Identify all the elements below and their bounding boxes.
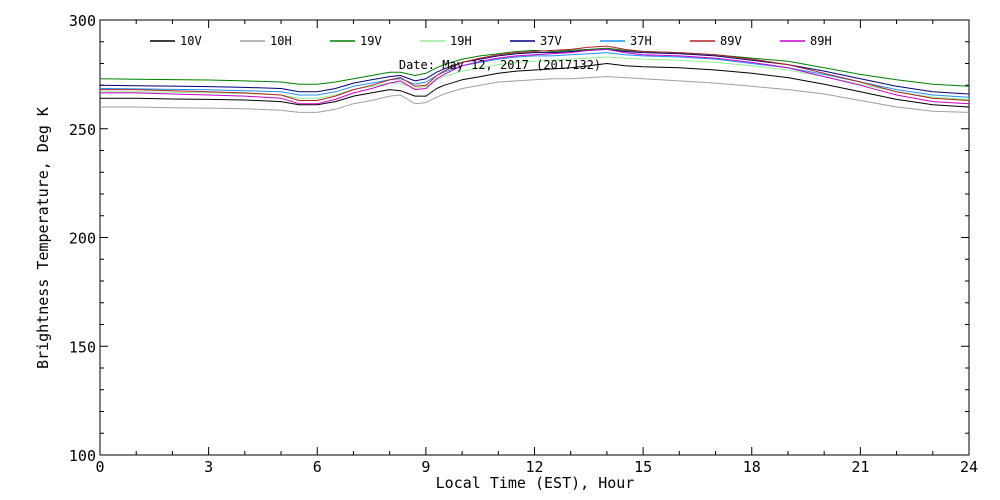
x-tick-label: 15 — [634, 458, 652, 476]
series-line-19v — [99, 47, 970, 87]
x-tick-label: 0 — [95, 458, 104, 476]
plot-frame — [99, 19, 970, 456]
x-tick-label: 21 — [851, 458, 869, 476]
legend-label-89v: 89V — [720, 34, 742, 48]
series-line-10v — [100, 63, 970, 108]
x-tick-label: 9 — [421, 458, 430, 476]
y-tick-label: 200 — [69, 230, 96, 248]
legend: 10V 10H 19V 19H 37V 37H 89V 89H — [150, 34, 832, 48]
legend-label-89h: 89H — [810, 34, 832, 48]
x-tick-label: 12 — [525, 458, 543, 476]
y-tick-label: 100 — [69, 447, 96, 465]
legend-label-19h: 19H — [450, 34, 472, 48]
series-line-37v — [99, 48, 970, 95]
y-tick-label: 150 — [69, 338, 96, 356]
series-line-10h — [100, 76, 970, 113]
y-axis-label: Brightness Temperature, Deg K — [34, 107, 52, 369]
x-tick-label: 24 — [960, 458, 978, 476]
series-line-89h — [100, 48, 970, 105]
x-axis-label: Local Time (EST), Hour — [436, 474, 635, 492]
y-tick-label: 300 — [69, 12, 96, 30]
date-annotation: Date: May 12, 2017 (2017132) — [399, 58, 601, 72]
x-tick-label: 3 — [204, 458, 213, 476]
legend-label-10v: 10V — [180, 34, 202, 48]
y-tick-label: 250 — [69, 121, 96, 139]
series-line-19h — [100, 56, 970, 100]
series-line-37h — [99, 52, 970, 98]
series-lines — [99, 45, 970, 113]
x-tick-label: 6 — [313, 458, 322, 476]
x-tick-label: 18 — [743, 458, 761, 476]
legend-label-37h: 37H — [630, 34, 652, 48]
legend-label-37v: 37V — [540, 34, 562, 48]
series-line-89v — [100, 45, 970, 101]
legend-label-19v: 19V — [360, 34, 382, 48]
axis-ticks: 0 3 6 9 12 15 18 21 24 100 150 200 250 300 — [69, 12, 978, 476]
legend-label-10h: 10H — [270, 34, 292, 48]
